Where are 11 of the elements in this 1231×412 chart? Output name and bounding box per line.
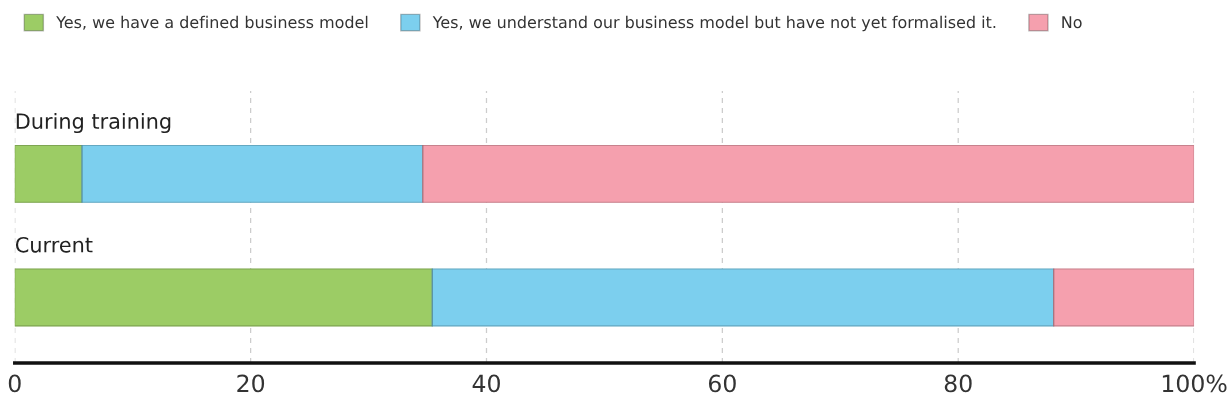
x-tick-label: 20 [237,374,265,393]
legend-label: Yes, we have a defined business model [56,15,368,30]
x-tick-label: 60 [708,374,736,393]
x-tick-label: 0 [8,374,21,393]
legend-label: Yes, we understand our business model but have not yet formalised it. [432,15,996,32]
y-tick-label: During training [16,112,171,134]
x-tick-label: 80 [944,374,972,393]
x-tick-label: 100% [1162,374,1227,393]
legend-label: No [1062,16,1082,29]
x-tick-label: 40 [472,374,500,393]
y-tick-label: Current [15,236,93,253]
